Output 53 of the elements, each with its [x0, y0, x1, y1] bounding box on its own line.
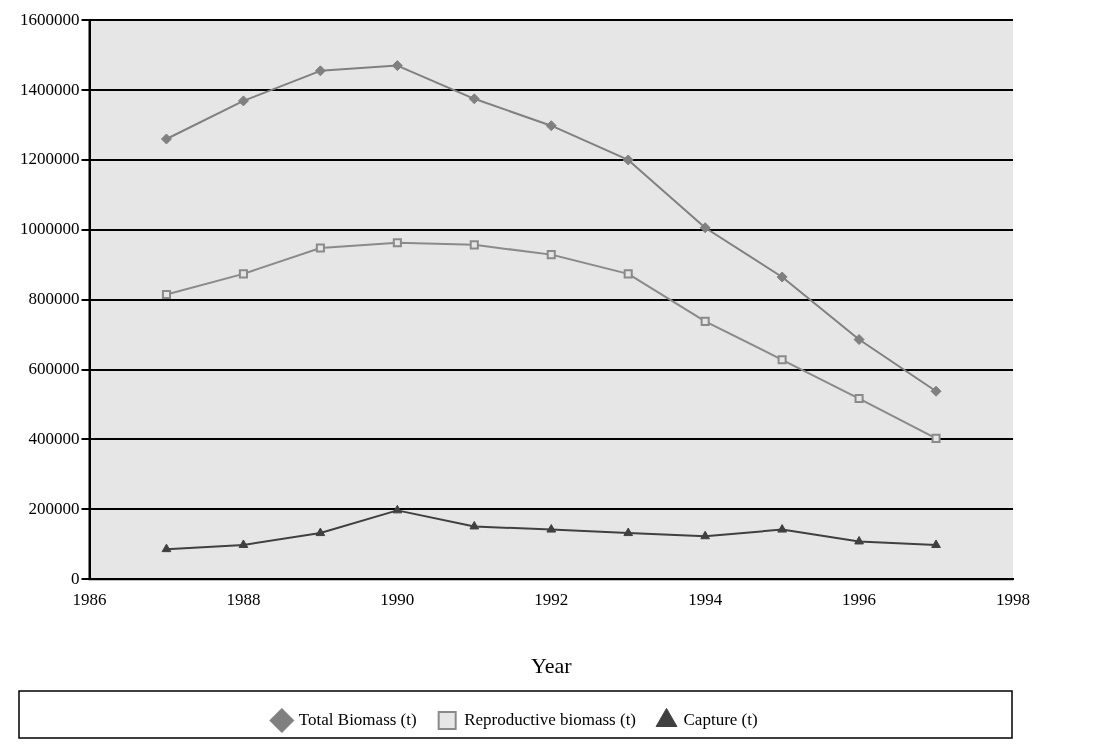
- point: [623, 527, 634, 537]
- point: [699, 222, 711, 234]
- point: [546, 524, 557, 533]
- x-tick-label: 1996: [842, 589, 877, 609]
- y-tick-label: 800000: [28, 289, 80, 309]
- point: [238, 269, 248, 279]
- x-tick-label: 1994: [688, 589, 723, 609]
- point: [160, 133, 172, 145]
- y-tick-label: 400000: [28, 428, 80, 448]
- point: [700, 316, 710, 326]
- legend-label: Reproductive biomass (t): [464, 709, 637, 729]
- point: [315, 527, 326, 537]
- y-tick-label: 1000000: [20, 219, 80, 239]
- point: [854, 394, 864, 404]
- y-tick-label: 0: [71, 568, 80, 588]
- point: [777, 524, 787, 533]
- legend-label: Total Biomass (t): [298, 709, 417, 729]
- x-tick-label: 1988: [226, 589, 261, 609]
- point: [545, 120, 557, 132]
- point: [314, 65, 326, 77]
- y-tick-label: 1600000: [20, 9, 80, 29]
- x-tick-label: 1990: [380, 589, 415, 609]
- point: [469, 240, 479, 250]
- y-tick-label: 1400000: [20, 79, 80, 99]
- legend-label: Capture (t): [683, 709, 758, 729]
- y-tick-label: 1200000: [20, 149, 80, 169]
- point: [623, 269, 633, 279]
- point: [392, 238, 402, 248]
- y-tick-label: 200000: [28, 498, 80, 518]
- point: [161, 289, 171, 299]
- point: [161, 543, 172, 553]
- point: [469, 520, 480, 530]
- y-tick-label: 600000: [28, 359, 80, 379]
- point: [546, 250, 556, 260]
- point: [931, 539, 941, 548]
- x-tick-label: 1992: [534, 589, 569, 609]
- x-tick-label: 1986: [72, 589, 107, 609]
- point: [777, 355, 787, 365]
- point: [776, 271, 788, 283]
- point: [237, 95, 249, 107]
- point: [700, 530, 710, 540]
- point: [931, 433, 941, 443]
- point: [468, 93, 480, 105]
- point: [315, 243, 325, 253]
- x-axis-title: Year: [530, 652, 573, 678]
- point: [853, 334, 865, 346]
- point: [238, 539, 249, 548]
- point: [392, 504, 403, 514]
- point: [622, 154, 634, 166]
- point: [391, 60, 403, 72]
- point: [854, 535, 864, 545]
- x-tick-label: 1998: [996, 589, 1030, 609]
- point: [930, 385, 942, 397]
